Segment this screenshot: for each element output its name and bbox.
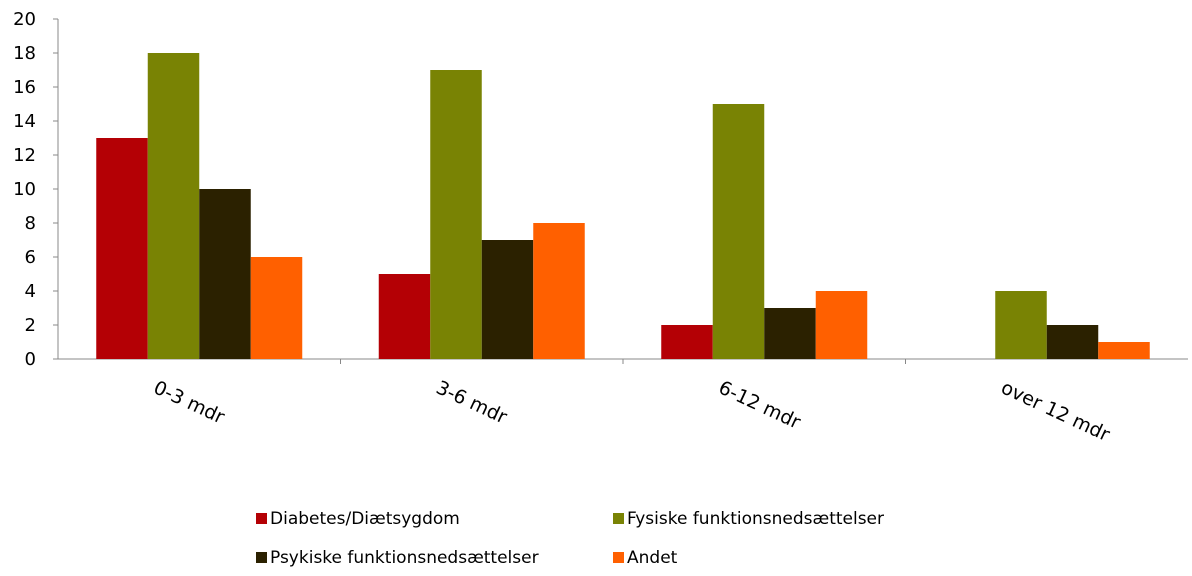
legend-swatch-1 xyxy=(256,513,267,524)
bars xyxy=(96,53,1150,359)
bar-2-1 xyxy=(147,53,200,359)
bar-3-2 xyxy=(481,240,534,359)
x-category-label: 0-3 mdr xyxy=(150,377,228,429)
y-tick-label: 18 xyxy=(13,43,36,64)
y-tick-label: 2 xyxy=(25,315,36,336)
x-category-label: 6-12 mdr xyxy=(715,377,804,434)
bar-2-2 xyxy=(430,70,482,359)
bar-4-1 xyxy=(250,257,303,359)
bar-3-1 xyxy=(199,189,251,359)
legend-swatch-2 xyxy=(613,513,624,524)
bar-4-2 xyxy=(533,223,585,359)
legend-swatch-3 xyxy=(256,552,267,563)
y-tick-label: 14 xyxy=(13,111,36,132)
legend: Diabetes/Diætsygdom Fysiske funktionsneds… xyxy=(256,509,884,568)
legend-label-3: Psykiske funktionsnedsættelser xyxy=(270,548,539,568)
bar-4-3 xyxy=(815,291,868,359)
legend-label-4: Andet xyxy=(627,548,678,568)
y-tick-label: 8 xyxy=(25,213,36,234)
bar-2-4 xyxy=(995,291,1047,359)
y-tick-label: 0 xyxy=(25,349,36,370)
bar-3-4 xyxy=(1046,325,1099,359)
y-tick-label: 4 xyxy=(25,281,36,302)
bar-3-3 xyxy=(764,308,816,359)
legend-swatch-4 xyxy=(613,552,624,563)
category-labels: 0-3 mdr 3-6 mdr 6-12 mdr over 12 mdr xyxy=(150,377,1113,446)
legend-label-2: Fysiske funktionsnedsættelser xyxy=(627,509,884,529)
bar-1-3 xyxy=(661,325,713,359)
x-category-label: over 12 mdr xyxy=(998,377,1114,446)
x-axis xyxy=(58,358,1188,364)
bar-2-3 xyxy=(712,104,765,359)
bar-1-1 xyxy=(96,138,148,359)
y-axis: 0 2 4 6 8 10 12 14 16 18 20 xyxy=(13,9,59,370)
y-tick-label: 10 xyxy=(13,179,36,200)
bar-4-4 xyxy=(1098,342,1150,359)
bar-1-2 xyxy=(378,274,431,359)
y-tick-label: 12 xyxy=(13,145,36,166)
y-tick-label: 6 xyxy=(25,247,36,268)
legend-label-1: Diabetes/Diætsygdom xyxy=(270,509,460,529)
y-tick-label: 20 xyxy=(13,9,36,30)
x-category-label: 3-6 mdr xyxy=(433,377,511,429)
y-tick-label: 16 xyxy=(13,77,36,98)
